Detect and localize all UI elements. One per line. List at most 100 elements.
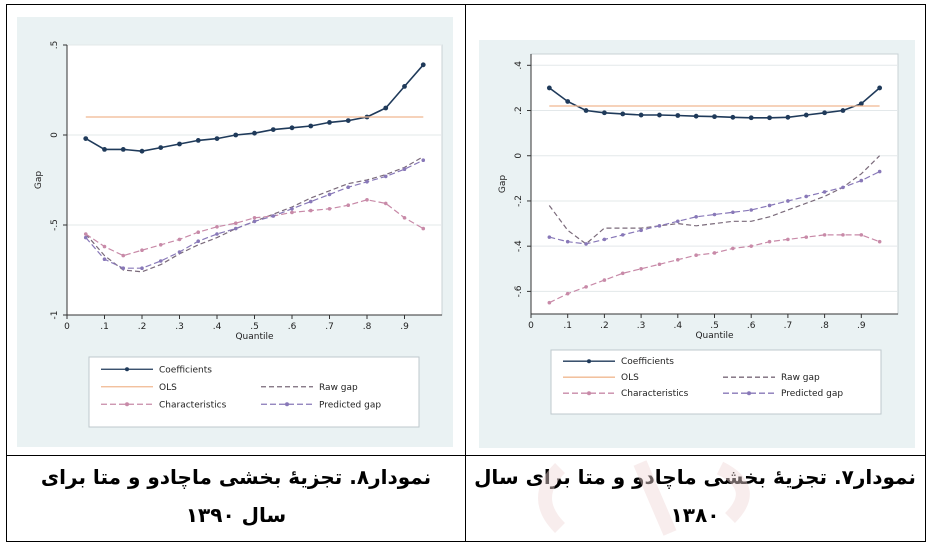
data-point [215,232,219,236]
data-point [177,237,182,242]
data-point [83,232,88,236]
legend-label: Predicted gap [781,389,843,399]
data-point [822,233,827,237]
data-point [102,147,107,152]
data-point [822,110,827,116]
data-point [841,233,845,237]
x-tick-label: .9 [400,322,409,332]
data-point [158,145,164,151]
data-point [139,148,145,154]
left-chart-panel: .5 0 -.5 -1 0 .1 .2 .3 .4 .5 .6 .7 .8 .9 Quantile Gap Co… [17,17,453,447]
data-point [730,114,736,120]
data-point [308,199,313,204]
y-tick-label: -1 [50,311,60,320]
x-tick-label: .5 [710,321,719,331]
x-tick-label: .7 [784,321,793,331]
data-point [694,214,698,219]
data-point [841,185,845,190]
legend-label: Raw gap [781,373,820,383]
y-tick-label: .4 [514,61,524,70]
data-point [803,112,809,118]
data-point [877,169,882,174]
x-tick-label: .5 [250,322,259,332]
data-point [102,244,107,249]
x-tick-label: .4 [213,322,222,332]
data-point [602,110,607,116]
data-point [120,147,126,152]
plot-area [66,44,443,316]
data-point [421,226,426,231]
data-point [402,84,407,89]
x-tick-label: .4 [674,321,683,331]
y-tick-label: 0 [50,132,60,138]
legend-label: Coefficients [621,357,674,367]
right-chart: .4 .2 0 -.2 -.4 -.6 0 .1 .2 .3 .4 .5 .6 .7 .8 .9 Quantil… [498,53,899,415]
data-point [121,266,126,270]
x-tick-label: .6 [747,321,756,331]
x-tick-label: .8 [820,321,829,331]
data-point [546,85,552,91]
data-point [877,239,882,244]
legend-label: Predicted gap [319,400,381,410]
data-point [271,214,276,218]
data-point [177,141,182,147]
legend-swatch-dot [285,402,289,407]
right-chart-panel: .4 .2 0 -.2 -.4 -.6 0 .1 .2 .3 .4 .5 .6 .7 .8 .9 Quantil… [479,40,915,448]
data-point [767,203,772,208]
y-tick-label: -.2 [514,195,524,207]
data-point [383,174,388,179]
data-point [383,201,388,206]
data-point [547,235,552,239]
data-point [584,242,588,246]
data-point [731,210,735,215]
data-point [657,112,662,118]
legend-swatch-dot [125,367,129,372]
data-point [840,108,846,113]
data-point [214,136,220,141]
data-point [233,221,238,225]
y-tick-label: .5 [50,41,60,50]
data-point [121,253,126,258]
data-point [712,114,717,120]
data-point [83,136,89,141]
data-point [140,266,144,270]
legend-box [88,356,420,428]
data-point [365,198,369,202]
data-point [620,111,626,117]
data-point [694,253,698,258]
legend-label: Raw gap [319,383,358,393]
x-tick-label: .3 [175,322,184,332]
right-figure-caption: نمودار۷. تجزیۀ بخشی ماچادو و متا برای سا… [470,458,920,534]
y-tick-label: -.5 [50,219,60,231]
legend-label: Coefficients [159,365,212,375]
legend-swatch-dot [747,391,751,396]
legend-swatch-dot [125,402,129,407]
left-caption-line2: سال ۱۳۹۰ [185,503,287,527]
y-axis-title: Gap [498,175,508,193]
data-point [565,239,570,244]
data-point [565,291,570,296]
data-point [345,118,351,123]
data-point [565,99,571,104]
data-point [583,108,589,113]
table-frame [6,4,926,542]
data-point [158,243,163,247]
legend-swatch-dot [587,359,591,364]
data-point [785,114,791,120]
data-point [676,219,680,224]
left-figure-caption: نمودار۸. تجزیۀ بخشی ماچادو و متا برای سا… [10,458,462,534]
data-point [308,208,313,213]
data-point [786,237,790,242]
data-point [233,132,239,138]
x-tick-label: .6 [288,322,297,332]
data-point [383,105,389,111]
x-tick-label: .8 [363,322,372,332]
data-point [365,180,369,184]
data-point [712,251,717,255]
left-caption-line1: نمودار۸. تجزیۀ بخشی ماچادو و متا برای [40,465,432,489]
data-point [676,257,680,262]
x-tick-label: .1 [563,321,572,331]
x-axis-title: Quantile [695,331,734,341]
data-point [712,212,717,217]
data-point [749,208,753,212]
